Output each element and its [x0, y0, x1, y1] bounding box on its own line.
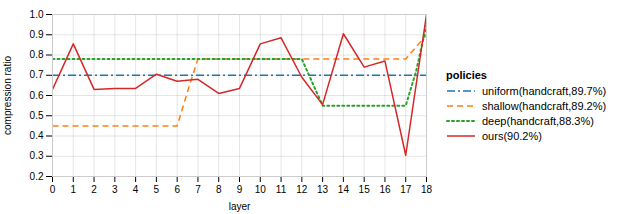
svg-text:15: 15 — [359, 184, 371, 195]
svg-text:layer: layer — [229, 201, 251, 212]
svg-text:0.3: 0.3 — [30, 150, 44, 161]
svg-text:0.6: 0.6 — [30, 90, 44, 101]
svg-text:6: 6 — [174, 184, 180, 195]
svg-text:0.4: 0.4 — [30, 130, 44, 141]
svg-text:1.0: 1.0 — [30, 9, 44, 20]
svg-text:0.2: 0.2 — [30, 171, 44, 182]
svg-text:17: 17 — [400, 184, 412, 195]
html-text:policies: policies — [446, 69, 487, 81]
svg-text:1: 1 — [70, 184, 76, 195]
svg-text:3: 3 — [112, 184, 118, 195]
svg-text:5: 5 — [154, 184, 160, 195]
svg-text:2: 2 — [91, 184, 97, 195]
svg-text:0: 0 — [50, 184, 56, 195]
html-text:uniform(handcraft,89.7%): uniform(handcraft,89.7%) — [482, 85, 607, 97]
svg-text:0.7: 0.7 — [30, 69, 44, 80]
svg-text:11: 11 — [276, 184, 287, 195]
svg-text:10: 10 — [255, 184, 267, 195]
svg-text:4: 4 — [133, 184, 139, 195]
svg-text:0.8: 0.8 — [30, 49, 44, 60]
svg-text:0.5: 0.5 — [30, 110, 44, 121]
svg-text:9: 9 — [237, 184, 243, 195]
svg-text:0.9: 0.9 — [30, 29, 44, 40]
html-text:deep(handcraft,88.3%): deep(handcraft,88.3%) — [482, 115, 594, 127]
svg-text:18: 18 — [421, 184, 433, 195]
html-text:shallow(handcraft,89.2%): shallow(handcraft,89.2%) — [482, 100, 607, 112]
svg-text:7: 7 — [195, 184, 201, 195]
html-text:ours(90.2%): ours(90.2%) — [482, 130, 542, 142]
svg-text:8: 8 — [216, 184, 222, 195]
svg-text:12: 12 — [296, 184, 308, 195]
svg-text:14: 14 — [338, 184, 350, 195]
svg-text:16: 16 — [379, 184, 391, 195]
svg-text:compression ratio: compression ratio — [2, 56, 13, 135]
svg-text:13: 13 — [317, 184, 329, 195]
